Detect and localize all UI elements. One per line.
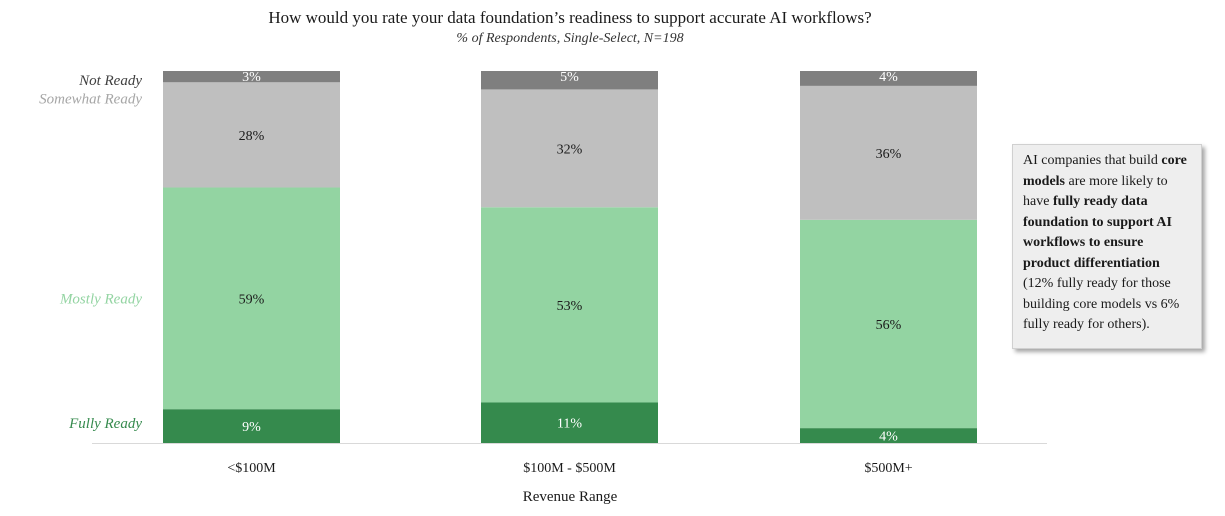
data-label: 4%	[879, 430, 898, 445]
data-label: 32%	[557, 142, 583, 157]
data-label: 59%	[239, 292, 265, 307]
bar-segment-somewhat-ready-2	[800, 85, 977, 220]
bar-segment-fully-ready-0	[163, 409, 340, 443]
data-label: 9%	[242, 420, 261, 435]
bar-segment-somewhat-ready-0	[163, 82, 340, 188]
x-axis-title: Revenue Range	[523, 489, 618, 505]
data-label: 3%	[242, 70, 261, 85]
legend-label-somewhat-ready: Somewhat Ready	[39, 91, 142, 107]
legend-label-not-ready: Not Ready	[78, 73, 142, 89]
data-label: 5%	[560, 70, 579, 85]
bar-segment-somewhat-ready-1	[481, 89, 658, 208]
legend-label-mostly-ready: Mostly Ready	[59, 291, 142, 307]
legend-label-fully-ready: Fully Ready	[68, 416, 142, 432]
bar-segment-fully-ready-2	[800, 428, 977, 443]
callout-text-2: are more likely to have	[1023, 173, 1168, 210]
callout-bold-1: core models	[1023, 153, 1187, 189]
data-label: 36%	[876, 147, 902, 162]
bar-segment-not-ready-0	[163, 71, 340, 83]
data-label: 28%	[239, 129, 265, 144]
bar-segment-not-ready-1	[481, 71, 658, 90]
data-label: 56%	[876, 318, 902, 333]
callout-box: AI companies that build core models are …	[1012, 144, 1202, 349]
callout-bold-2: fully ready data foundation to support A…	[1023, 194, 1172, 271]
chart-title: How would you rate your data foundation’…	[268, 8, 872, 27]
category-label: $500M+	[864, 461, 912, 476]
callout-text-3: (12% fully ready for those building core…	[1023, 276, 1180, 332]
bar-segment-mostly-ready-0	[163, 187, 340, 410]
data-label: 4%	[879, 70, 898, 85]
chart-subtitle: % of Respondents, Single-Select, N=198	[456, 31, 684, 46]
bar-segment-not-ready-2	[800, 71, 977, 86]
callout-text-1: AI companies that build	[1023, 153, 1162, 168]
bar-segment-mostly-ready-2	[800, 219, 977, 429]
category-label: $100M - $500M	[523, 461, 616, 476]
data-label: 11%	[557, 417, 582, 432]
bar-segment-fully-ready-1	[481, 402, 658, 443]
data-label: 53%	[557, 299, 583, 314]
bar-segment-mostly-ready-1	[481, 207, 658, 403]
category-label: <$100M	[227, 461, 276, 476]
